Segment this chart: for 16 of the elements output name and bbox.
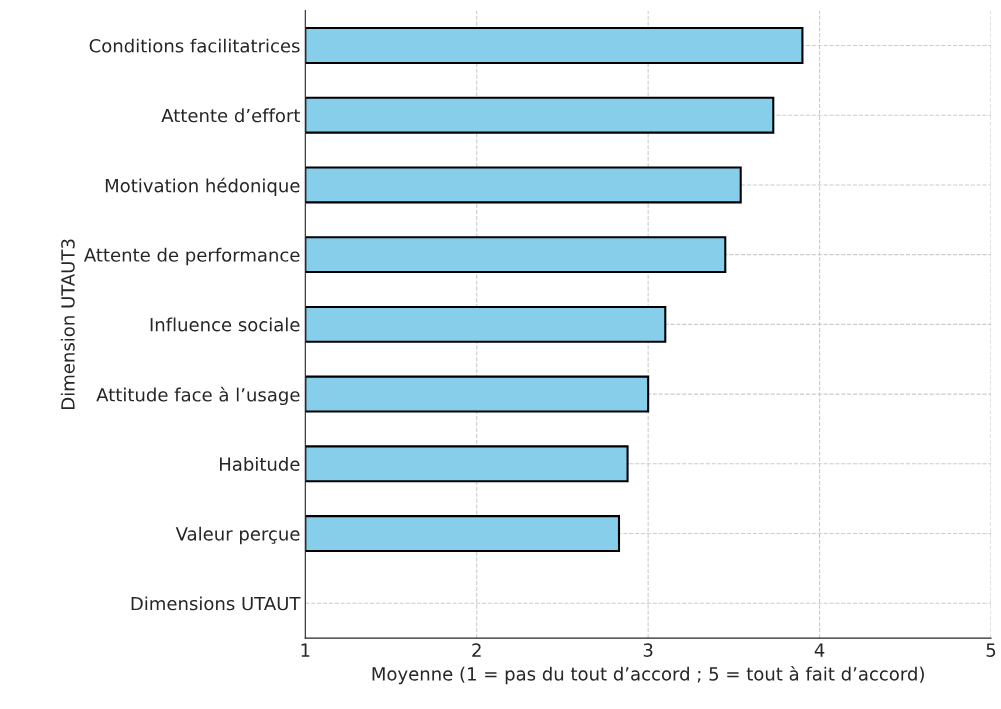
- x-tick-label: 2: [472, 643, 481, 657]
- y-tick-label: Attente de performance: [83, 247, 300, 266]
- x-tick-label: 1: [301, 643, 310, 657]
- y-tick-label: Habitude: [220, 456, 300, 471]
- y-tick-label: Dimensions UTAUT: [131, 596, 301, 611]
- y-tick-label: Valeur perçue: [175, 526, 300, 545]
- y-tick-label: Motivation hédonique: [105, 177, 300, 196]
- y-tick-label: Attitude face à l’usage: [96, 386, 300, 406]
- y-tick-label: Influence sociale: [150, 317, 300, 332]
- x-tick-label: 4: [814, 643, 825, 657]
- y-tick-label: Attente d’effort: [161, 108, 301, 123]
- x-tick-label: 5: [986, 643, 996, 657]
- y-axis-title: Dimension UTAUT3: [60, 239, 75, 409]
- x-tick-label: 3: [643, 643, 653, 657]
- y-tick-label: Conditions facilitatrices: [89, 38, 300, 53]
- x-axis-title: Moyenne (1 = pas du tout d’accord ; 5 = tout à fait d’accord): [372, 665, 924, 685]
